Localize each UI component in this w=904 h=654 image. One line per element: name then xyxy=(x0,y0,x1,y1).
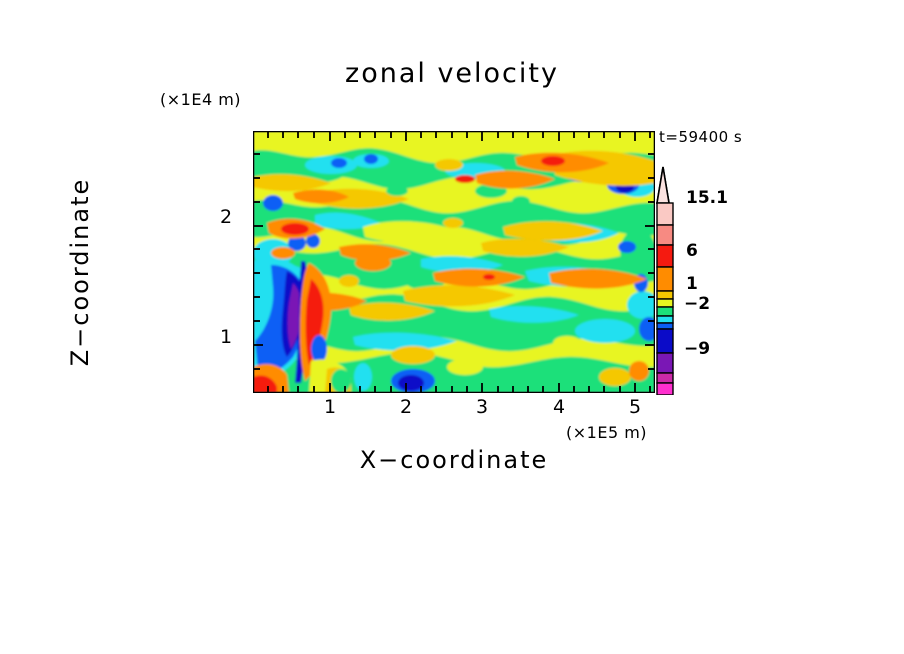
colorbar-label-15: 15.1 xyxy=(686,188,728,208)
colorbar-label-1: 1 xyxy=(686,274,698,294)
x-axis-unit-label: (×1E5 m) xyxy=(566,423,648,442)
y-axis-unit-label: (×1E4 m) xyxy=(160,90,242,109)
colorbar-label-neg2: −2 xyxy=(684,294,711,314)
x-axis-ticks xyxy=(267,383,651,393)
x-axis-ticks-top xyxy=(267,131,651,141)
y-axis-ticks-right xyxy=(645,153,655,370)
x-tick-label-4: 4 xyxy=(552,396,566,418)
y-tick-label-2: 2 xyxy=(219,206,233,228)
x-tick-label-2: 2 xyxy=(399,396,413,418)
y-axis-title: Z−coordinate xyxy=(66,177,94,367)
timestamp-label: t=59400 s xyxy=(659,128,743,146)
x-axis-title: X−coordinate xyxy=(359,446,549,474)
colorbar-swatches xyxy=(656,166,674,395)
x-tick-label-5: 5 xyxy=(628,396,642,418)
contour-plot-area xyxy=(253,131,655,393)
x-tick-label-3: 3 xyxy=(475,396,489,418)
x-tick-label-1: 1 xyxy=(323,396,337,418)
colorbar-label-6: 6 xyxy=(686,241,698,261)
y-tick-label-1: 1 xyxy=(219,326,233,348)
colorbar xyxy=(655,165,695,395)
chart-title: zonal velocity xyxy=(345,58,559,89)
y-axis-ticks xyxy=(253,153,263,370)
colorbar-label-neg9: −9 xyxy=(684,339,711,359)
contour-field xyxy=(253,131,655,393)
